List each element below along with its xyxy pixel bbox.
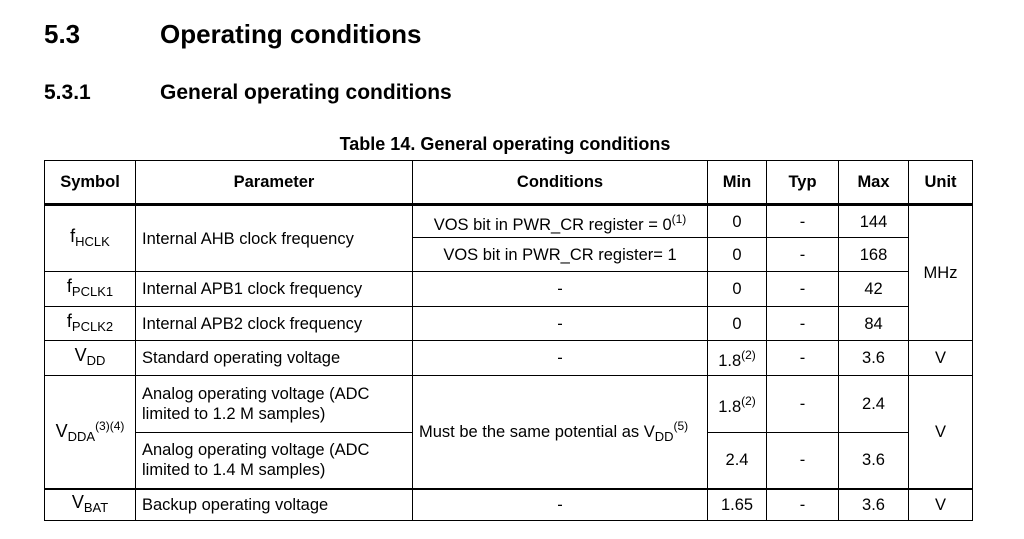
symbol-subscript: BAT (83, 499, 109, 515)
parameter-cell: Backup operating voltage (135, 487, 413, 521)
max-cell: 42 (838, 271, 909, 307)
header-conditions: Conditions (412, 160, 708, 206)
symbol-subscript: DDA (67, 429, 96, 445)
symbol-cell: fPCLK1 (44, 271, 136, 307)
min-cell: 1.8(2) (707, 340, 767, 376)
conditions-cell: VOS bit in PWR_CR register = 0(1) (412, 204, 708, 238)
conditions-cell: Must be the same potential as VDD(5) (412, 375, 708, 489)
table-caption: Table 14. General operating conditions (339, 134, 671, 154)
conditions-text: VOS bit in PWR_CR register = 0 (433, 215, 672, 234)
symbol-subscript: PCLK1 (71, 284, 114, 299)
table-row: VOS bit in PWR_CR register= 1 0 - 168 (45, 237, 973, 272)
symbol-subscript: HCLK (75, 233, 110, 249)
typ-cell: - (766, 432, 839, 489)
max-cell: 3.6 (838, 487, 909, 521)
typ-cell: - (766, 237, 839, 272)
footnote-ref: (1) (671, 211, 687, 226)
header-typ: Typ (766, 160, 839, 206)
symbol-subscript: DD (86, 353, 106, 368)
footnote-ref: (5) (673, 419, 689, 434)
subsection-title: General operating conditions (160, 81, 452, 104)
symbol: f (70, 225, 76, 246)
parameter-cell: Analog operating voltage (ADC limited to… (135, 432, 413, 489)
table-row: VDD Standard operating voltage - 1.8(2) … (44, 340, 973, 376)
parameter-cell: Internal AHB clock frequency (135, 204, 413, 272)
max-cell: 2.4 (838, 375, 909, 433)
symbol: V (55, 421, 68, 442)
parameter-cell: Internal APB1 clock frequency (135, 271, 413, 307)
symbol-cell: fHCLK (44, 204, 136, 272)
table-row: Analog operating voltage (ADC limited to… (45, 432, 973, 489)
max-cell: 3.6 (838, 432, 909, 489)
symbol-cell: VBAT (44, 487, 136, 521)
min-cell: 2.4 (707, 432, 767, 489)
min-cell: 1.65 (707, 487, 767, 521)
min-cell: 0 (707, 237, 767, 272)
symbol: f (66, 310, 72, 331)
max-cell: 84 (838, 306, 909, 341)
header-min: Min (707, 160, 767, 206)
unit-cell: MHz (908, 204, 973, 341)
min-cell: 0 (707, 271, 767, 307)
table-header-row: Symbol Parameter Conditions Min Typ Max … (44, 160, 973, 206)
parameter-cell: Analog operating voltage (ADC limited to… (135, 375, 413, 433)
typ-cell: - (766, 340, 839, 376)
header-max: Max (838, 160, 909, 206)
header-parameter: Parameter (135, 160, 413, 206)
conditions-cell: - (412, 340, 708, 376)
min-value: 1.8 (718, 352, 742, 370)
table-row: fHCLK Internal AHB clock frequency VOS b… (44, 204, 973, 341)
symbol: V (71, 491, 84, 512)
conditions-cell: VOS bit in PWR_CR register= 1 (412, 237, 708, 272)
symbol: f (66, 276, 72, 296)
section-title: Operating conditions (160, 19, 422, 49)
operating-conditions-table: Symbol Parameter Conditions Min Typ Max … (44, 160, 973, 521)
min-cell: 0 (707, 204, 767, 238)
header-symbol: Symbol (44, 160, 136, 206)
conditions-cell: - (412, 271, 708, 307)
header-unit: Unit (908, 160, 973, 206)
unit-cell: V (908, 487, 973, 521)
max-cell: 3.6 (838, 340, 909, 376)
symbol-cell: fPCLK2 (44, 306, 136, 341)
parameter-cell: Internal APB2 clock frequency (135, 306, 413, 341)
symbol-cell: VDD (44, 340, 136, 376)
parameter-cell: Standard operating voltage (135, 340, 413, 376)
footnote-ref: (3)(4) (95, 419, 125, 434)
footnote-ref: (2) (741, 348, 756, 362)
min-value: 1.8 (718, 398, 742, 416)
typ-cell: - (766, 487, 839, 521)
conditions-text: Must be the same potential as V (419, 423, 655, 442)
section-number: 5.3 (44, 19, 81, 49)
typ-cell: - (766, 204, 839, 238)
symbol-subscript: PCLK2 (71, 318, 114, 334)
unit-cell: V (908, 340, 973, 376)
symbol: V (74, 345, 87, 365)
max-cell: 144 (838, 204, 909, 238)
subsection-number: 5.3.1 (44, 81, 91, 104)
unit-cell: V (908, 375, 973, 489)
table-row: VDDA(3)(4) Analog operating voltage (ADC… (44, 375, 973, 489)
footnote-ref: (2) (741, 394, 756, 408)
table-row: fPCLK2 Internal APB2 clock frequency - 0… (44, 306, 973, 341)
min-cell: 1.8(2) (707, 375, 767, 433)
symbol-cell: VDDA(3)(4) (44, 375, 136, 489)
min-cell: 0 (707, 306, 767, 341)
conditions-subscript: DD (654, 429, 674, 445)
table-row: VBAT Backup operating voltage - 1.65 - 3… (44, 487, 973, 521)
typ-cell: - (766, 375, 839, 433)
typ-cell: - (766, 271, 839, 307)
typ-cell: - (766, 306, 839, 341)
conditions-cell: - (412, 306, 708, 341)
table-row: fPCLK1 Internal APB1 clock frequency - 0… (44, 271, 973, 307)
max-cell: 168 (838, 237, 909, 272)
conditions-cell: - (412, 487, 708, 521)
